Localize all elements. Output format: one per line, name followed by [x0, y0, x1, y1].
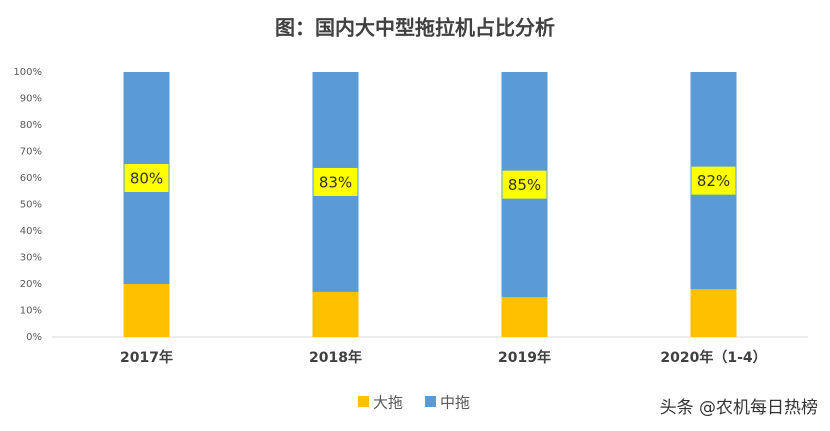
watermark: 头条 @农机每日热榜 — [660, 398, 818, 418]
y-tick-label: 40% — [20, 226, 42, 237]
bar-segment — [501, 297, 548, 337]
value-label: 82% — [697, 172, 730, 190]
legend-label: 中拖 — [440, 394, 470, 412]
value-label-box — [124, 164, 169, 192]
value-label: 85% — [508, 176, 541, 194]
x-tick-label: 2017年 — [120, 349, 173, 366]
value-label-box — [313, 167, 358, 196]
legend-swatch — [358, 396, 369, 407]
y-tick-label: 50% — [20, 200, 42, 211]
y-tick-label: 30% — [20, 253, 42, 264]
y-tick-label: 10% — [20, 306, 42, 317]
bar-segment — [123, 284, 170, 337]
legend-swatch — [425, 396, 437, 407]
legend-label: 大拖 — [373, 394, 403, 412]
bar-segment — [690, 289, 737, 337]
y-tick-label: 100% — [13, 67, 42, 78]
value-label-box — [691, 166, 736, 195]
value-label: 80% — [130, 170, 163, 188]
y-tick-label: 90% — [20, 94, 42, 105]
x-tick-label: 2019年 — [498, 349, 551, 366]
y-tick-label: 60% — [20, 173, 42, 184]
y-tick-label: 20% — [20, 279, 42, 290]
y-tick-label: 70% — [20, 147, 42, 158]
x-tick-label: 2020年（1-4） — [660, 349, 766, 366]
y-tick-label: 0% — [26, 332, 42, 343]
chart-title: 图：国内大中型拖拉机占比分析 — [275, 16, 555, 40]
value-label: 83% — [319, 173, 352, 191]
value-label-box — [502, 170, 547, 199]
bar-segment — [312, 291, 359, 337]
y-tick-label: 80% — [20, 120, 42, 131]
x-tick-label: 2018年 — [309, 349, 362, 366]
